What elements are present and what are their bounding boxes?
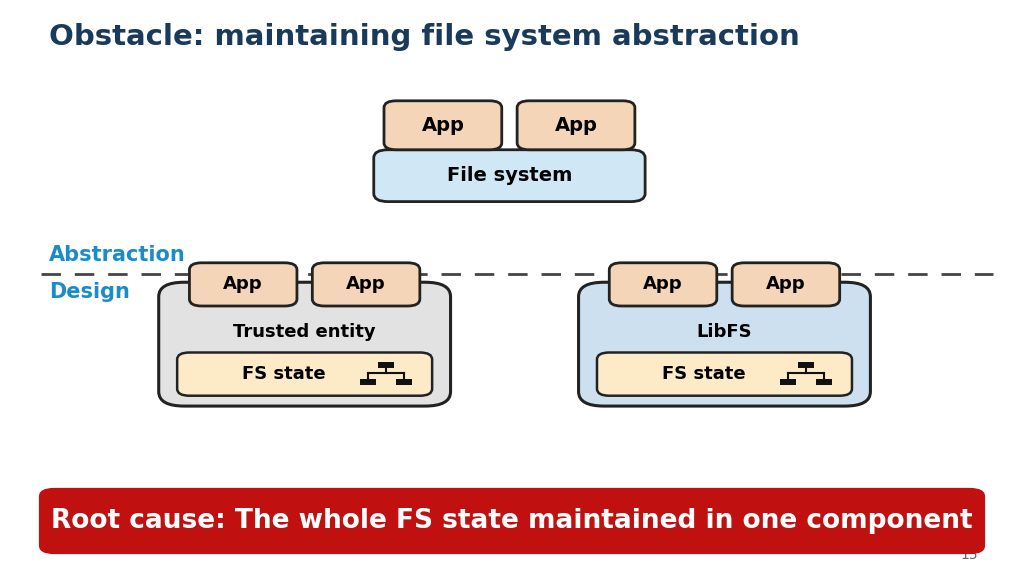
Text: Design: Design <box>49 282 130 302</box>
Text: App: App <box>555 116 597 135</box>
FancyBboxPatch shape <box>579 282 870 406</box>
FancyBboxPatch shape <box>798 362 814 369</box>
FancyBboxPatch shape <box>597 353 852 396</box>
Text: App: App <box>643 275 683 293</box>
FancyBboxPatch shape <box>39 488 985 554</box>
FancyBboxPatch shape <box>378 362 394 369</box>
Text: Obstacle: maintaining file system abstraction: Obstacle: maintaining file system abstra… <box>49 23 800 51</box>
FancyBboxPatch shape <box>780 378 796 385</box>
Text: App: App <box>766 275 806 293</box>
FancyBboxPatch shape <box>374 150 645 202</box>
Text: FS state: FS state <box>243 365 326 383</box>
Text: FS state: FS state <box>663 365 745 383</box>
Text: Trusted entity: Trusted entity <box>233 323 376 341</box>
Text: App: App <box>422 116 464 135</box>
Text: App: App <box>346 275 386 293</box>
FancyBboxPatch shape <box>816 378 831 385</box>
FancyBboxPatch shape <box>159 282 451 406</box>
Text: Root cause: The whole FS state maintained in one component: Root cause: The whole FS state maintaine… <box>51 508 973 534</box>
FancyBboxPatch shape <box>384 101 502 150</box>
Text: 15: 15 <box>961 548 978 562</box>
FancyBboxPatch shape <box>609 263 717 306</box>
FancyBboxPatch shape <box>360 378 376 385</box>
FancyBboxPatch shape <box>732 263 840 306</box>
Text: File system: File system <box>446 166 572 185</box>
Text: App: App <box>223 275 263 293</box>
FancyBboxPatch shape <box>312 263 420 306</box>
Text: Abstraction: Abstraction <box>49 245 186 265</box>
Text: LibFS: LibFS <box>696 323 753 341</box>
FancyBboxPatch shape <box>189 263 297 306</box>
FancyBboxPatch shape <box>177 353 432 396</box>
FancyBboxPatch shape <box>517 101 635 150</box>
FancyBboxPatch shape <box>396 378 412 385</box>
